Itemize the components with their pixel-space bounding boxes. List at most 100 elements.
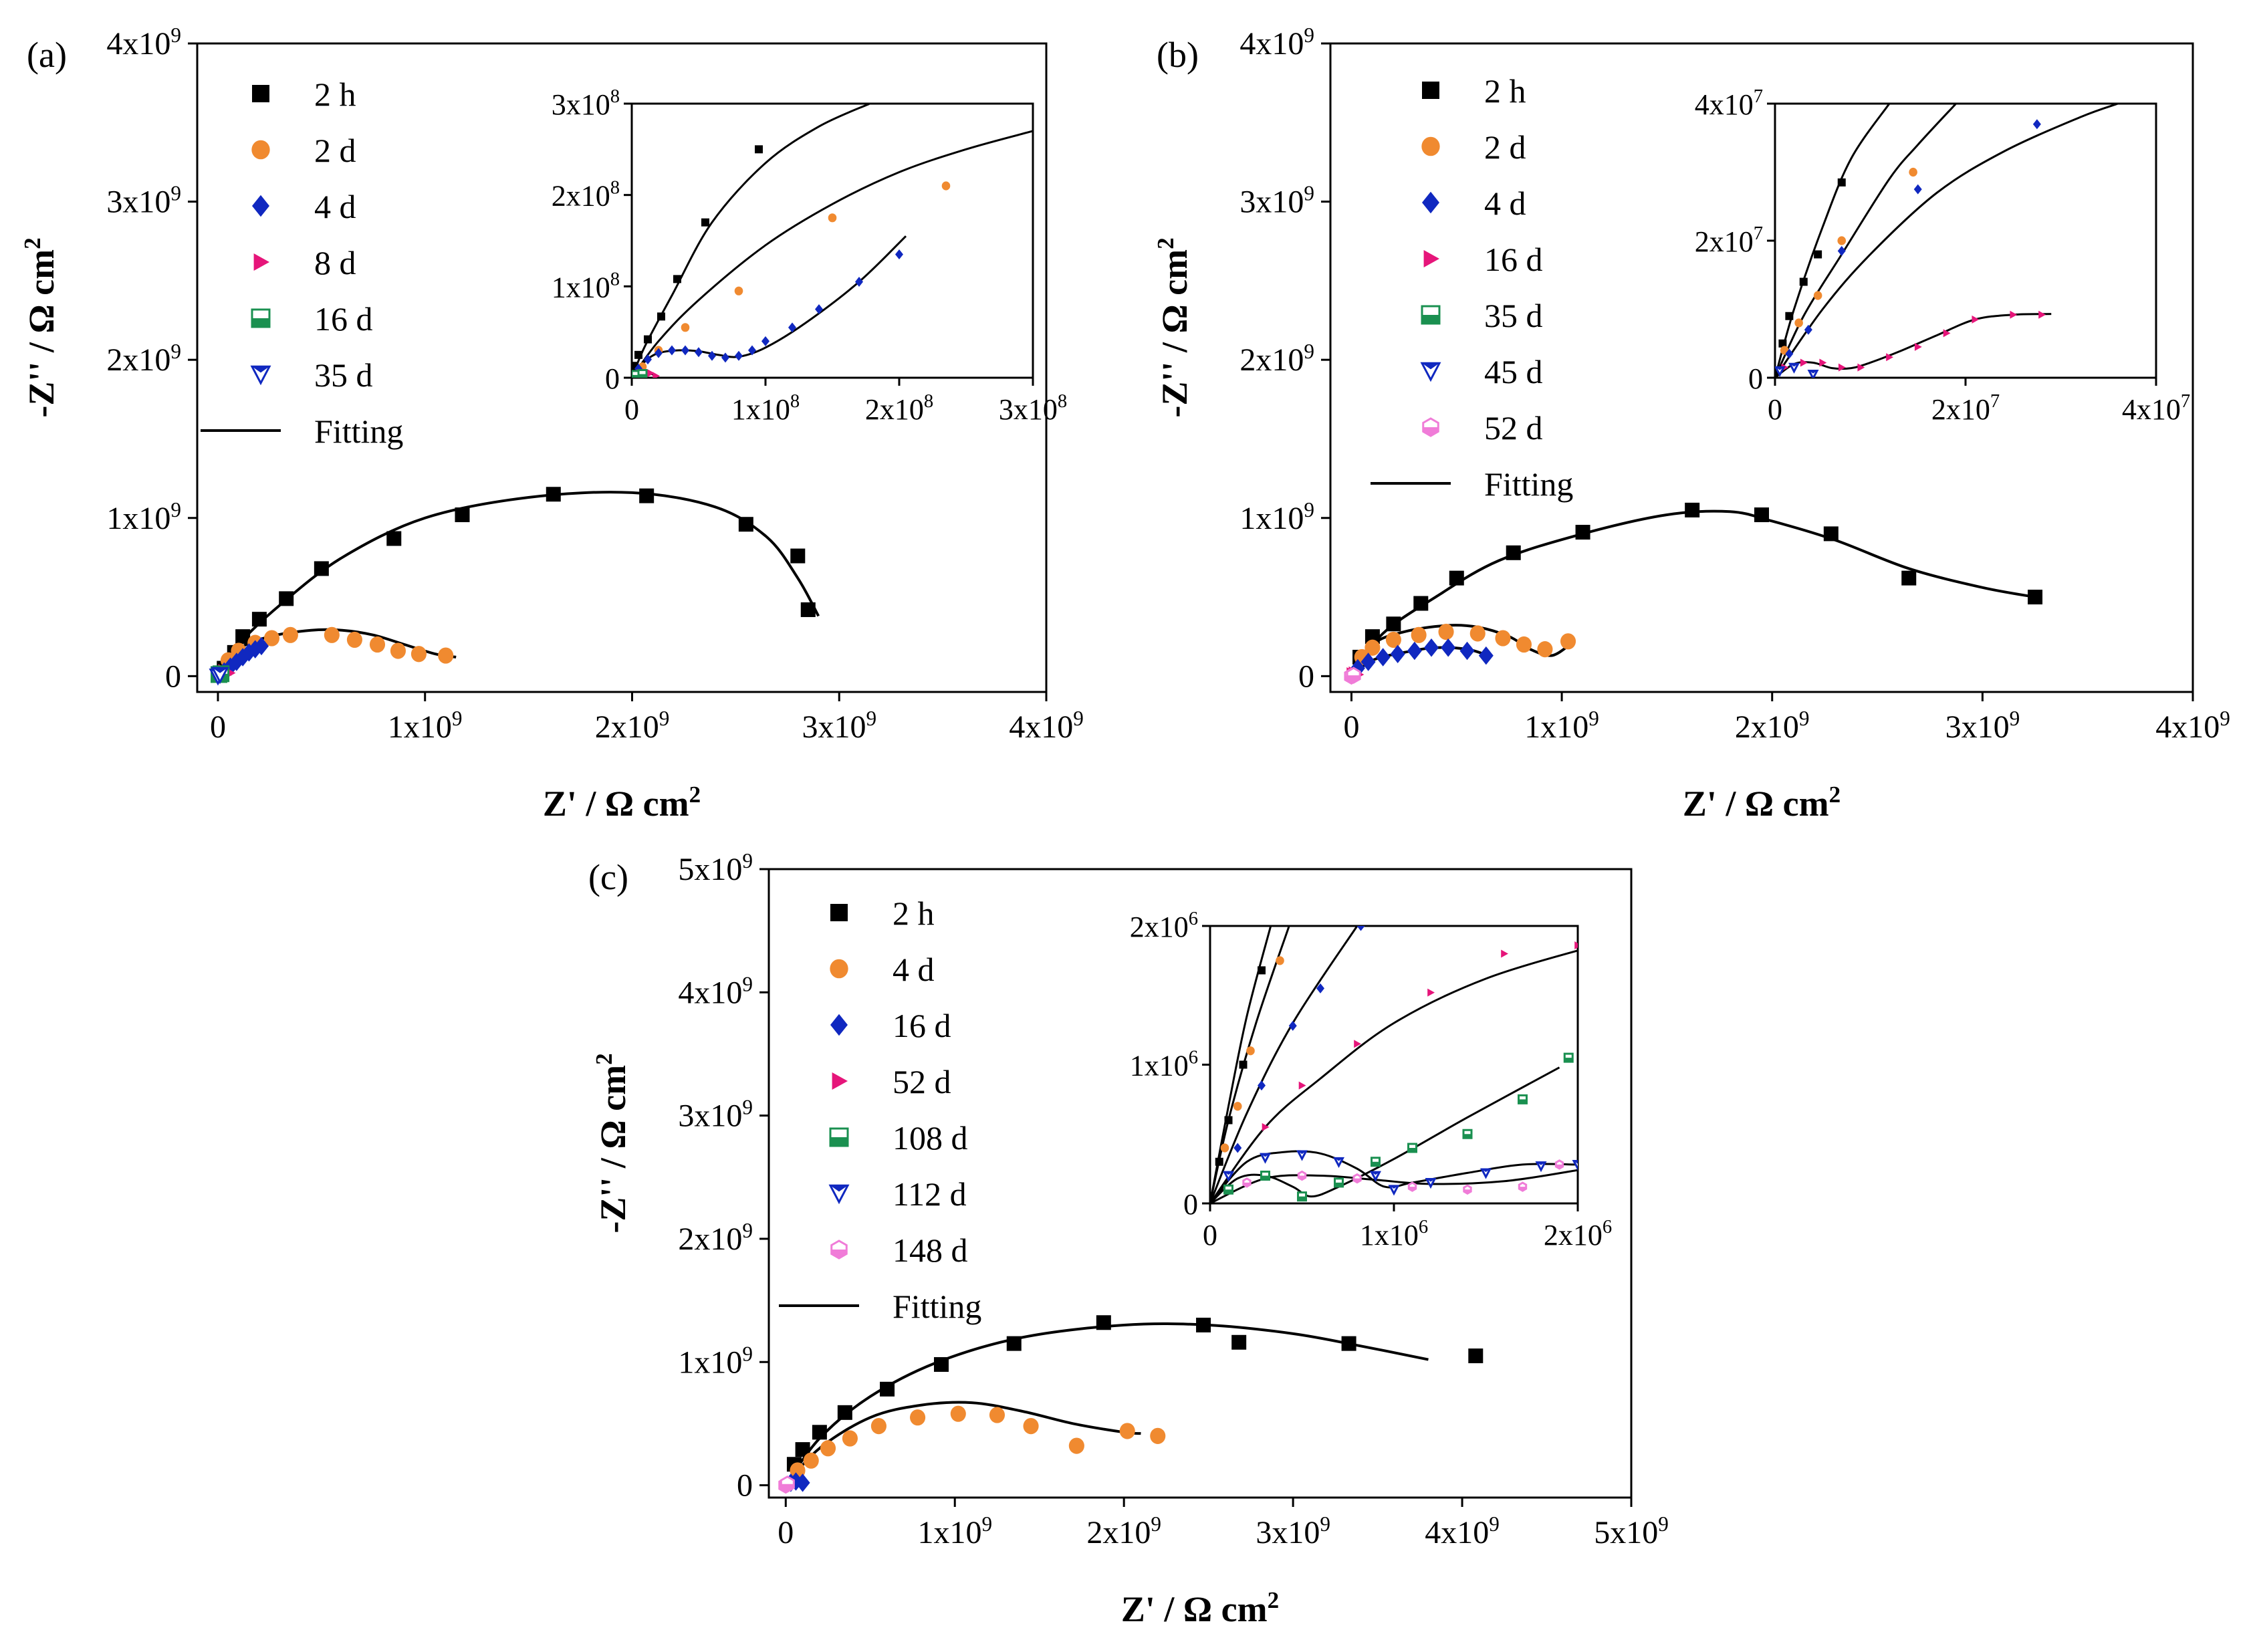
inset-data-point bbox=[788, 322, 796, 333]
x-tick-label: 2x109 bbox=[1086, 1512, 1161, 1550]
data-point bbox=[386, 531, 402, 546]
legend-label: 112 d bbox=[893, 1175, 967, 1213]
inset-data-point bbox=[1785, 348, 1794, 359]
inset-data-point bbox=[1788, 362, 1800, 374]
data-point bbox=[1901, 570, 1917, 586]
inset-x-tick-label: 2x106 bbox=[1544, 1217, 1612, 1252]
inset-data-point bbox=[1333, 1157, 1344, 1168]
inset-fitting-curve bbox=[1775, 313, 2052, 378]
series-52d bbox=[1344, 667, 1361, 685]
panel-label: (a) bbox=[27, 35, 67, 75]
inset-series-16d bbox=[1781, 310, 2046, 372]
inset-series-108d bbox=[1223, 1052, 1574, 1202]
inset-data-point bbox=[655, 348, 663, 358]
data-point bbox=[1438, 623, 1454, 640]
x-tick-label-base: 2x10 bbox=[1086, 1515, 1151, 1550]
y-axis-title-exp: 2 bbox=[19, 237, 45, 249]
inset-data-point bbox=[1262, 1123, 1270, 1131]
y-tick-label: 3x109 bbox=[1239, 182, 1314, 220]
x-axis-title: Z' / Ω cm2 bbox=[1683, 782, 1841, 824]
x-tick-label: 3x109 bbox=[1256, 1512, 1330, 1550]
fitting-curve bbox=[217, 491, 820, 677]
inset-data-point bbox=[1354, 1040, 1361, 1048]
inset-series-4d bbox=[1220, 956, 1284, 1153]
inset-data-point bbox=[895, 249, 903, 259]
inset-data-point bbox=[1215, 1157, 1223, 1166]
legend-label: 4 d bbox=[1484, 185, 1526, 222]
data-point bbox=[455, 507, 470, 523]
inset-y-tick-label-base: 0 bbox=[605, 362, 620, 395]
data-point bbox=[837, 1405, 852, 1420]
y-tick-label-exp: 9 bbox=[170, 182, 181, 205]
x-tick-label: 1x109 bbox=[917, 1512, 992, 1550]
x-tick-label: 0 bbox=[210, 709, 226, 745]
inset-data-point bbox=[1288, 1020, 1297, 1031]
panel-a: 0 1x109 2x109 3x109 4x10901x1092x1093x1094x1… bbox=[19, 23, 1084, 824]
y-tick-label-exp: 9 bbox=[170, 498, 181, 521]
data-point bbox=[1341, 1336, 1356, 1351]
data-point bbox=[263, 630, 280, 646]
y-tick-label: 0 bbox=[737, 1468, 753, 1504]
y-axis-title-text: -Z'' / Ω cm bbox=[21, 249, 62, 418]
inset-content bbox=[1775, 104, 2119, 378]
inset-data-point bbox=[2032, 119, 2041, 130]
legend-marker bbox=[830, 904, 848, 921]
inset-y-tick-label: 2x107 bbox=[1695, 223, 1763, 258]
inset-x-tick-label-exp: 8 bbox=[790, 391, 800, 412]
y-axis-title-exp: 2 bbox=[591, 1053, 617, 1065]
inset-data-point bbox=[1246, 1046, 1255, 1056]
inset-y-tick-label-base: 0 bbox=[1748, 362, 1763, 395]
inset-data-point bbox=[1807, 369, 1819, 378]
data-point bbox=[1407, 641, 1422, 661]
x-tick-label-base: 1x10 bbox=[1524, 709, 1588, 745]
x-tick-label-base: 3x10 bbox=[802, 709, 866, 745]
inset-x-tick-label: 2x108 bbox=[865, 391, 933, 426]
inset-y-tick-label-exp: 6 bbox=[1189, 909, 1198, 929]
inset-y-tick-label-exp: 8 bbox=[610, 269, 620, 289]
x-tick-label: 1x109 bbox=[388, 707, 463, 745]
x-tick-label: 4x109 bbox=[2155, 707, 2230, 745]
x-tick-label-base: 2x10 bbox=[1735, 709, 1799, 745]
inset-data-point bbox=[734, 286, 743, 296]
series-2h bbox=[786, 1315, 1484, 1472]
data-point bbox=[211, 667, 229, 685]
y-tick-label-base: 4x10 bbox=[678, 975, 742, 1010]
series-4d bbox=[217, 636, 269, 681]
inset-y-tick-label-base: 2x10 bbox=[1130, 911, 1189, 943]
data-point bbox=[254, 636, 269, 656]
inset-fitting-curve bbox=[1210, 949, 1578, 1203]
inset-data-point bbox=[1914, 342, 1922, 351]
y-tick-label: 2x109 bbox=[678, 1219, 753, 1257]
inset-data-point bbox=[637, 369, 648, 378]
data-point bbox=[279, 591, 294, 606]
x-axis-title: Z' / Ω cm2 bbox=[543, 782, 701, 824]
legend-label: 2 d bbox=[314, 132, 356, 169]
data-point bbox=[1346, 667, 1361, 684]
y-axis-title: -Z'' / Ω cm2 bbox=[591, 1053, 633, 1233]
y-tick-label-exp: 9 bbox=[742, 849, 753, 872]
inset-data-point bbox=[1239, 1060, 1248, 1069]
inset-y-tick-label-base: 1x10 bbox=[1130, 1050, 1189, 1082]
inset-data-point bbox=[1794, 318, 1803, 328]
inset-fitting-curve bbox=[1775, 104, 2119, 378]
fitting-curves bbox=[784, 1322, 1429, 1486]
inset-data-point bbox=[721, 352, 729, 363]
inset-y-tick-label: 0 bbox=[1748, 362, 1763, 395]
y-tick-label-base: 0 bbox=[737, 1468, 753, 1504]
x-tick-label-base: 4x10 bbox=[2155, 709, 2220, 745]
inset-data-point bbox=[708, 350, 716, 361]
legend-marker bbox=[830, 959, 848, 979]
inset-y-tick-label: 1x106 bbox=[1130, 1048, 1198, 1082]
legend-marker bbox=[1420, 362, 1441, 382]
plot-frame bbox=[767, 868, 1633, 1499]
inset-data-point bbox=[1233, 1102, 1242, 1111]
inset-data-point bbox=[1837, 236, 1847, 245]
inset-data-point bbox=[681, 345, 689, 356]
data-point bbox=[950, 1405, 966, 1422]
inset-fitting-curve bbox=[1210, 926, 1358, 1203]
inset-data-point bbox=[1220, 1143, 1229, 1153]
y-tick-label-base: 0 bbox=[165, 659, 181, 694]
y-tick-label-exp: 9 bbox=[170, 340, 181, 363]
plot-frame bbox=[1329, 42, 2194, 693]
